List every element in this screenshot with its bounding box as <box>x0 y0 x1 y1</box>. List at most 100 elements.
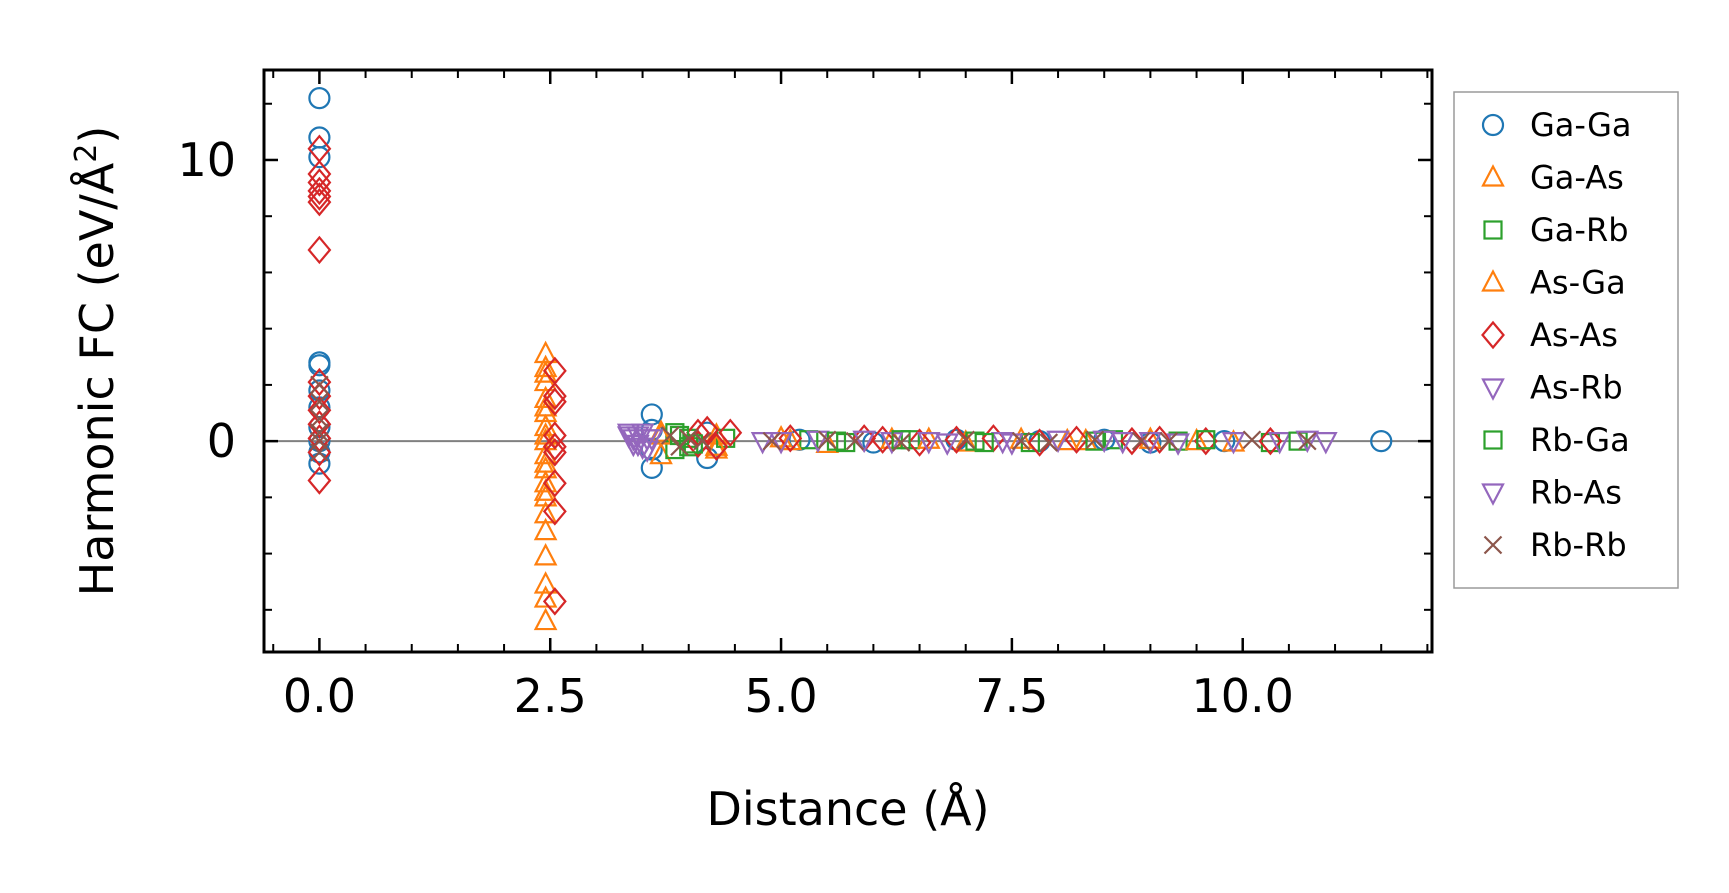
data-point-rb-as <box>1138 432 1163 455</box>
legend-marker-as-rb <box>1481 378 1505 401</box>
data-point-as-ga <box>533 394 558 417</box>
x-tick-label: 10.0 <box>1192 669 1294 723</box>
data-point-rb-rb <box>1242 430 1262 450</box>
data-point-as-as <box>542 438 567 467</box>
data-point-as-as <box>542 497 567 526</box>
data-point-ga-as <box>533 607 558 631</box>
data-point-as-as <box>704 432 729 461</box>
data-point-rb-rb <box>817 430 837 450</box>
y-axis-title-close: ) <box>70 126 124 144</box>
x-tick-label: 5.0 <box>744 669 817 723</box>
data-point-rb-rb <box>693 431 712 451</box>
legend-label: As-As <box>1530 316 1618 354</box>
data-point-as-rb <box>616 423 641 447</box>
data-point-as-as <box>307 159 332 189</box>
data-points <box>307 87 1393 631</box>
data-point-rb-rb <box>1039 433 1059 452</box>
y-axis-title-superscript: 2 <box>69 144 104 163</box>
legend-item-ga-as: Ga-As <box>1481 159 1624 197</box>
data-point-rb-ga <box>1196 430 1216 450</box>
legend-item-rb-ga: Rb-Ga <box>1483 421 1630 459</box>
data-point-rb-rb <box>845 431 865 451</box>
data-point-rb-ga <box>974 432 994 453</box>
y-tick-label: 10 <box>177 133 236 187</box>
legend-label: Rb-Ga <box>1530 421 1630 459</box>
series-as-as <box>307 134 1283 616</box>
data-point-as-rb <box>935 433 960 456</box>
data-point-rb-rb <box>310 392 329 412</box>
legend-label: Rb-Rb <box>1530 526 1627 564</box>
legend-label: Ga-Ga <box>1530 106 1632 144</box>
data-point-rb-rb <box>310 409 329 428</box>
legend-marker-as-ga <box>1481 269 1505 292</box>
data-point-as-rb <box>1267 432 1292 455</box>
data-point-ga-ga <box>308 146 331 169</box>
legend-box <box>1453 91 1679 589</box>
data-point-rb-rb <box>891 433 911 452</box>
legend-label: Ga-As <box>1530 159 1624 197</box>
data-point-as-ga <box>533 450 558 473</box>
data-point-ga-as <box>533 455 558 479</box>
data-point-ga-as <box>533 385 558 409</box>
data-point-ga-as <box>533 469 558 493</box>
data-point-ga-as <box>533 543 558 566</box>
data-point-as-as <box>1258 426 1283 456</box>
data-point-as-as <box>1027 428 1052 457</box>
data-point-rb-rb <box>1131 431 1151 451</box>
data-point-rb-ga <box>891 430 911 450</box>
data-point-as-rb <box>1046 430 1070 454</box>
data-point-rb-as <box>639 429 664 452</box>
legend-item-rb-rb: Rb-Rb <box>1483 526 1627 564</box>
data-point-as-as <box>307 168 332 197</box>
data-point-ga-as <box>533 399 558 423</box>
data-point-as-as <box>718 418 743 447</box>
data-point-rb-rb <box>1085 430 1105 450</box>
data-point-as-as <box>307 410 332 439</box>
data-point-as-ga <box>916 426 941 449</box>
data-point-as-rb <box>806 430 830 454</box>
data-point-as-ga <box>704 433 729 456</box>
y-axis-title-main: Harmonic FC (eV/Å <box>70 162 124 596</box>
legend-label: As-Rb <box>1530 369 1623 407</box>
legend-marker-rb-rb <box>1483 535 1503 555</box>
data-point-rb-as <box>1092 430 1117 454</box>
data-point-rb-as <box>769 432 793 455</box>
data-point-as-as <box>542 421 567 450</box>
legend-label: Ga-Rb <box>1530 211 1629 249</box>
x-tick-label: 0.0 <box>283 669 356 723</box>
data-point-rb-rb <box>310 423 329 442</box>
x-axis-title: Distance (Å) <box>706 782 989 836</box>
data-point-as-as <box>307 466 332 495</box>
data-point-as-as <box>1119 426 1144 456</box>
data-point-rb-rb <box>1298 431 1317 451</box>
data-point-as-rb <box>1313 432 1338 455</box>
tick-labels: 0.0 2.5 5.0 7.5 10.0 0 10 <box>177 133 1293 723</box>
axis-ticks <box>264 70 1432 652</box>
legend-label: Rb-As <box>1530 474 1622 512</box>
data-point-rb-rb <box>310 375 329 395</box>
data-point-ga-as <box>533 354 558 378</box>
y-tick-label: 0 <box>207 414 236 468</box>
data-point-rb-as <box>1295 430 1320 454</box>
legend-marker-ga-ga <box>1481 113 1505 137</box>
data-point-as-ga <box>533 517 558 541</box>
data-point-as-as <box>870 425 895 454</box>
data-point-rb-rb <box>660 426 680 445</box>
legend-marker-rb-ga <box>1483 430 1503 450</box>
legend-marker-rb-as <box>1481 483 1505 506</box>
data-point-as-as <box>307 134 332 163</box>
data-point-as-as <box>307 395 332 425</box>
data-point-rb-as <box>852 430 876 454</box>
legend-item-ga-ga: Ga-Ga <box>1481 106 1632 144</box>
data-point-ga-ga <box>308 354 331 377</box>
data-point-as-as <box>542 387 567 416</box>
data-point-rb-rb <box>310 443 329 462</box>
data-point-ga-ga <box>640 456 663 479</box>
data-point-rb-rb <box>762 431 782 451</box>
data-point-as-ga <box>533 360 558 383</box>
legend-item-as-as: As-As <box>1481 316 1618 354</box>
data-point-as-as <box>542 469 567 498</box>
legend-label: As-Ga <box>1530 264 1626 302</box>
data-point-ga-as <box>533 585 558 608</box>
